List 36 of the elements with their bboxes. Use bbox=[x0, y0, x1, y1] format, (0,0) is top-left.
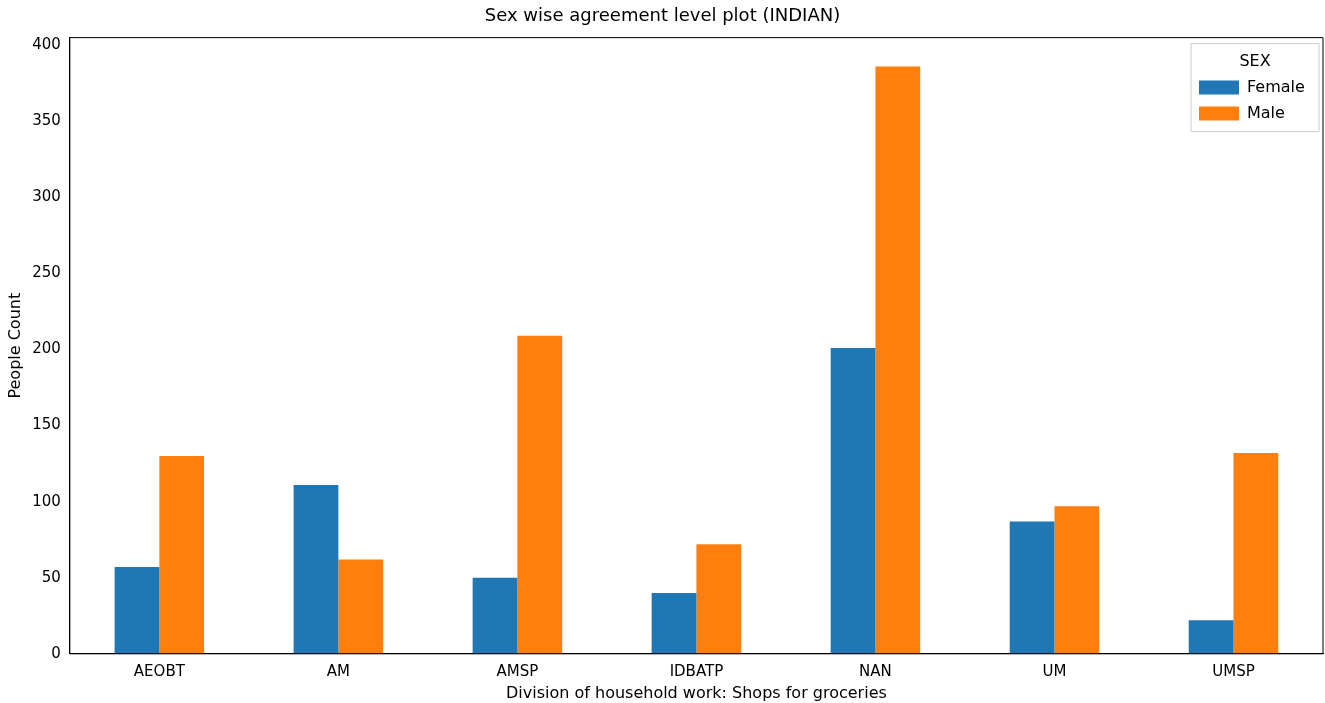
bar bbox=[517, 335, 563, 654]
chart-title: Sex wise agreement level plot (INDIAN) bbox=[484, 4, 841, 26]
bar bbox=[472, 577, 518, 654]
y-tick-label: 100 bbox=[32, 491, 61, 510]
legend-label: Male bbox=[1247, 102, 1285, 122]
bar bbox=[696, 544, 742, 654]
bar bbox=[1054, 506, 1100, 654]
bar bbox=[1009, 521, 1055, 654]
y-tick-label: 50 bbox=[41, 567, 61, 586]
x-tick-label: NAN bbox=[859, 661, 892, 680]
x-axis-title: Division of household work: Shops for groceries bbox=[506, 682, 887, 702]
bar bbox=[830, 347, 876, 654]
x-tick-label: AMSP bbox=[496, 661, 539, 680]
y-tick-label: 250 bbox=[32, 263, 61, 282]
x-tick-label: UM bbox=[1042, 661, 1067, 680]
x-tick-label: IDBATP bbox=[669, 661, 724, 680]
y-tick-label: 350 bbox=[32, 111, 61, 130]
bar bbox=[114, 567, 160, 654]
x-tick-label: AEOBT bbox=[133, 661, 186, 680]
y-tick-label: 200 bbox=[32, 339, 61, 358]
bar bbox=[159, 456, 205, 654]
bar bbox=[338, 559, 384, 654]
bar bbox=[1233, 452, 1279, 654]
y-tick-label: 400 bbox=[32, 35, 61, 54]
bar bbox=[875, 66, 921, 654]
bar bbox=[293, 484, 339, 654]
x-tick-label: AM bbox=[326, 661, 350, 680]
legend-title: SEX bbox=[1239, 50, 1271, 70]
y-axis-title: People Count bbox=[4, 292, 24, 399]
y-tick-label: 300 bbox=[32, 187, 61, 206]
legend-label: Female bbox=[1247, 76, 1305, 96]
x-tick-label: UMSP bbox=[1212, 661, 1255, 680]
bar bbox=[1188, 620, 1234, 654]
y-tick-label: 150 bbox=[32, 415, 61, 434]
y-tick-label: 0 bbox=[51, 643, 61, 662]
bar bbox=[651, 592, 697, 654]
